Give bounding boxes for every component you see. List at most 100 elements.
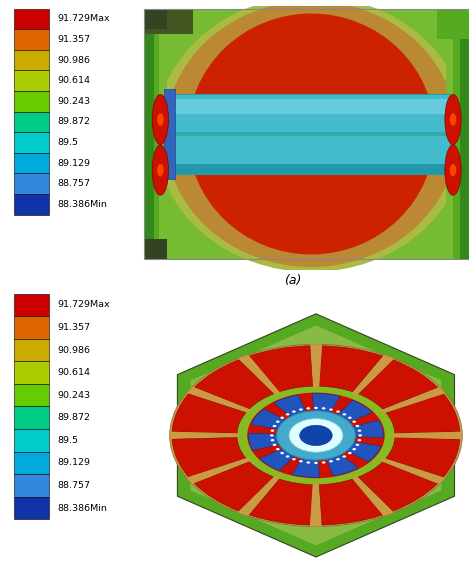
- Bar: [14, 497, 49, 519]
- Circle shape: [247, 393, 385, 478]
- Circle shape: [356, 444, 359, 446]
- Bar: [453, 9, 469, 260]
- Circle shape: [348, 417, 352, 419]
- Circle shape: [336, 410, 340, 413]
- Bar: [144, 240, 167, 260]
- Bar: [14, 29, 49, 50]
- Circle shape: [356, 425, 359, 427]
- Text: 89.872: 89.872: [57, 413, 90, 423]
- Circle shape: [322, 461, 326, 464]
- Bar: [14, 153, 49, 173]
- Text: 91.357: 91.357: [57, 323, 91, 332]
- Bar: [144, 9, 154, 260]
- Circle shape: [289, 418, 343, 452]
- Ellipse shape: [152, 145, 168, 195]
- Bar: [14, 294, 49, 316]
- Text: 89.872: 89.872: [57, 117, 90, 127]
- Bar: [14, 474, 49, 497]
- Circle shape: [170, 344, 462, 527]
- Ellipse shape: [152, 94, 168, 145]
- Ellipse shape: [190, 18, 432, 250]
- Bar: [144, 9, 193, 33]
- Bar: [14, 194, 49, 214]
- Wedge shape: [172, 438, 246, 477]
- Circle shape: [357, 430, 361, 432]
- Circle shape: [329, 460, 333, 462]
- Wedge shape: [352, 355, 394, 395]
- Bar: [164, 94, 450, 174]
- Circle shape: [352, 421, 356, 423]
- Bar: [459, 9, 469, 260]
- Wedge shape: [186, 458, 251, 484]
- Bar: [164, 89, 175, 179]
- Text: 88.757: 88.757: [57, 481, 90, 490]
- Wedge shape: [319, 479, 383, 525]
- Ellipse shape: [155, 0, 467, 272]
- Circle shape: [292, 410, 296, 413]
- Wedge shape: [352, 476, 394, 516]
- Bar: [14, 132, 49, 153]
- Bar: [447, 9, 469, 260]
- Text: 89.5: 89.5: [57, 436, 78, 445]
- Circle shape: [352, 448, 356, 450]
- Text: 89.129: 89.129: [57, 458, 90, 468]
- Wedge shape: [310, 344, 322, 388]
- Wedge shape: [358, 360, 438, 409]
- Bar: [14, 111, 49, 132]
- Polygon shape: [177, 314, 455, 557]
- Text: 89.5: 89.5: [57, 138, 78, 147]
- Wedge shape: [381, 387, 446, 413]
- Wedge shape: [386, 438, 460, 477]
- Text: 90.986: 90.986: [57, 346, 90, 355]
- Text: 88.757: 88.757: [57, 179, 90, 188]
- Bar: [14, 173, 49, 194]
- Wedge shape: [237, 355, 281, 395]
- Bar: [144, 9, 167, 260]
- Circle shape: [271, 430, 274, 432]
- Text: 90.243: 90.243: [57, 97, 91, 105]
- Text: 90.243: 90.243: [57, 391, 91, 400]
- Bar: [164, 132, 450, 135]
- Bar: [144, 9, 469, 260]
- Wedge shape: [326, 454, 358, 476]
- Bar: [144, 9, 167, 29]
- Circle shape: [343, 413, 346, 415]
- Bar: [14, 429, 49, 452]
- Ellipse shape: [188, 13, 435, 254]
- Wedge shape: [186, 387, 251, 413]
- Circle shape: [299, 408, 303, 411]
- Circle shape: [270, 434, 273, 437]
- Bar: [14, 70, 49, 91]
- Circle shape: [244, 390, 388, 481]
- Wedge shape: [251, 409, 287, 430]
- Text: 88.386Min: 88.386Min: [57, 200, 107, 209]
- Circle shape: [292, 458, 296, 461]
- Bar: [14, 407, 49, 429]
- Bar: [14, 452, 49, 474]
- Circle shape: [300, 425, 332, 445]
- Wedge shape: [381, 458, 446, 484]
- Text: 91.729Max: 91.729Max: [57, 14, 110, 23]
- Text: 90.986: 90.986: [57, 56, 90, 64]
- Wedge shape: [386, 394, 460, 434]
- Bar: [14, 362, 49, 384]
- Circle shape: [348, 452, 352, 454]
- Circle shape: [314, 407, 318, 409]
- Ellipse shape: [157, 164, 164, 176]
- Bar: [14, 339, 49, 362]
- Polygon shape: [191, 325, 441, 546]
- Wedge shape: [336, 400, 373, 423]
- Bar: [14, 50, 49, 70]
- Ellipse shape: [445, 94, 461, 145]
- Circle shape: [286, 413, 290, 415]
- Wedge shape: [259, 448, 296, 471]
- Wedge shape: [292, 457, 319, 478]
- Circle shape: [299, 460, 303, 462]
- Circle shape: [276, 411, 356, 460]
- Wedge shape: [392, 432, 462, 440]
- Circle shape: [276, 421, 280, 423]
- Wedge shape: [345, 441, 381, 462]
- Bar: [437, 9, 469, 39]
- Ellipse shape: [157, 113, 164, 126]
- Text: (a): (a): [284, 274, 301, 287]
